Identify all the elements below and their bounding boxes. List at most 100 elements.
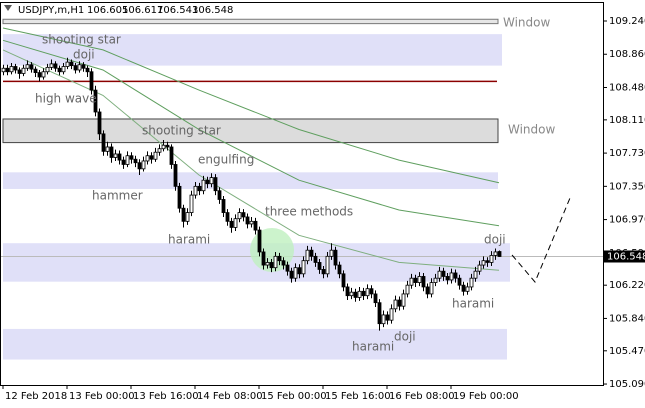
- moving-averages: [2, 27, 500, 271]
- candle-body: [477, 264, 482, 272]
- candle-body: [409, 277, 414, 286]
- candle-body: [413, 277, 418, 283]
- candle-body: [357, 290, 362, 298]
- candle-body: [225, 212, 230, 222]
- candle-body: [165, 144, 170, 148]
- zone: [2, 118, 499, 144]
- candle-body: [177, 185, 182, 209]
- annotation: engulfing: [198, 153, 254, 167]
- candle-body: [265, 262, 270, 266]
- candle-body: [233, 218, 238, 228]
- candle-body: [81, 64, 86, 69]
- annotation: high wave: [35, 92, 97, 106]
- x-tick-label: 13 Feb 16:00: [133, 391, 199, 402]
- candle-body: [129, 155, 134, 160]
- candle-body: [33, 68, 38, 74]
- candle-body: [349, 291, 354, 297]
- candle-body: [485, 260, 490, 263]
- price-tag-label: 106.548: [607, 251, 645, 262]
- moving-average: [2, 39, 500, 227]
- candle-body: [89, 71, 94, 91]
- y-tick-label: 108.110: [609, 115, 645, 126]
- x-tick-label: 15 Feb 00:00: [261, 391, 327, 402]
- candle-body: [189, 194, 194, 213]
- y-tick-label: 106.220: [609, 280, 645, 291]
- projection: [511, 197, 571, 283]
- candle-body: [221, 199, 226, 213]
- candle-body: [137, 162, 142, 170]
- plot-frame: [0, 2, 604, 386]
- candle-body: [169, 146, 174, 165]
- candle-body: [425, 286, 430, 295]
- candle-body: [281, 260, 286, 266]
- annotation: doji: [394, 330, 416, 344]
- candle-body: [313, 255, 318, 263]
- candle-body: [353, 291, 358, 298]
- candle-body: [121, 159, 126, 165]
- candle-body: [333, 249, 338, 266]
- candle-body: [497, 251, 502, 257]
- y-tick-label: 105.470: [609, 346, 645, 357]
- candle-body: [21, 67, 26, 74]
- candle-body: [401, 293, 406, 307]
- candle-body: [253, 220, 258, 231]
- candle-body: [173, 164, 178, 187]
- candle-body: [5, 67, 10, 73]
- candle-body: [417, 276, 422, 283]
- candle-body: [397, 299, 402, 307]
- candle-body: [433, 277, 438, 283]
- candle-body: [213, 177, 218, 192]
- candle-body: [201, 179, 206, 192]
- candle-body: [209, 177, 214, 185]
- candle-body: [193, 185, 198, 196]
- header-high: 106.617: [122, 5, 163, 16]
- candle-body: [161, 144, 166, 150]
- candle-body: [453, 272, 458, 279]
- candle-body: [421, 276, 426, 288]
- candle-body: [105, 146, 110, 152]
- y-tick-label: 108.860: [609, 49, 645, 60]
- candle-body: [405, 284, 410, 295]
- candle-body: [77, 64, 82, 71]
- candle-body: [113, 153, 118, 158]
- candle-body: [109, 146, 114, 158]
- candle-body: [445, 276, 450, 281]
- candle-body: [57, 67, 62, 73]
- candle-body: [197, 185, 202, 192]
- candle-body: [297, 267, 302, 275]
- candle-body: [205, 179, 210, 185]
- candle-body: [13, 66, 18, 71]
- candle-body: [157, 148, 162, 153]
- candle-body: [145, 155, 150, 162]
- annotation: hammer: [92, 189, 143, 203]
- x-tick-label: 14 Feb 08:00: [197, 391, 263, 402]
- annotation: harami: [352, 340, 394, 354]
- symbol-icon: [4, 5, 12, 11]
- candle-body: [61, 66, 66, 73]
- y-tick-label: 105.840: [609, 313, 645, 324]
- candle-body: [141, 160, 146, 170]
- candle-body: [469, 277, 474, 288]
- candle-body: [317, 262, 322, 270]
- candle-body: [237, 212, 242, 220]
- zone: [3, 328, 507, 360]
- candle-body: [41, 71, 46, 78]
- annotation: Window: [508, 123, 556, 137]
- candle-body: [429, 282, 434, 295]
- candle-body: [337, 264, 342, 275]
- candle-body: [49, 63, 54, 68]
- y-tick-label: 106.970: [609, 215, 645, 226]
- candle-body: [369, 288, 374, 295]
- candle-body: [293, 267, 298, 279]
- candle-body: [229, 220, 234, 228]
- x-tick-label: 15 Feb 16:00: [325, 391, 391, 402]
- candle-body: [85, 67, 90, 73]
- candle-body: [441, 270, 446, 277]
- candle-body: [461, 284, 466, 292]
- candles: [1, 57, 502, 331]
- candle-body: [385, 314, 390, 321]
- candle-body: [437, 270, 442, 279]
- candle-body: [269, 262, 274, 269]
- candle-body: [473, 270, 478, 279]
- candle-body: [153, 151, 158, 160]
